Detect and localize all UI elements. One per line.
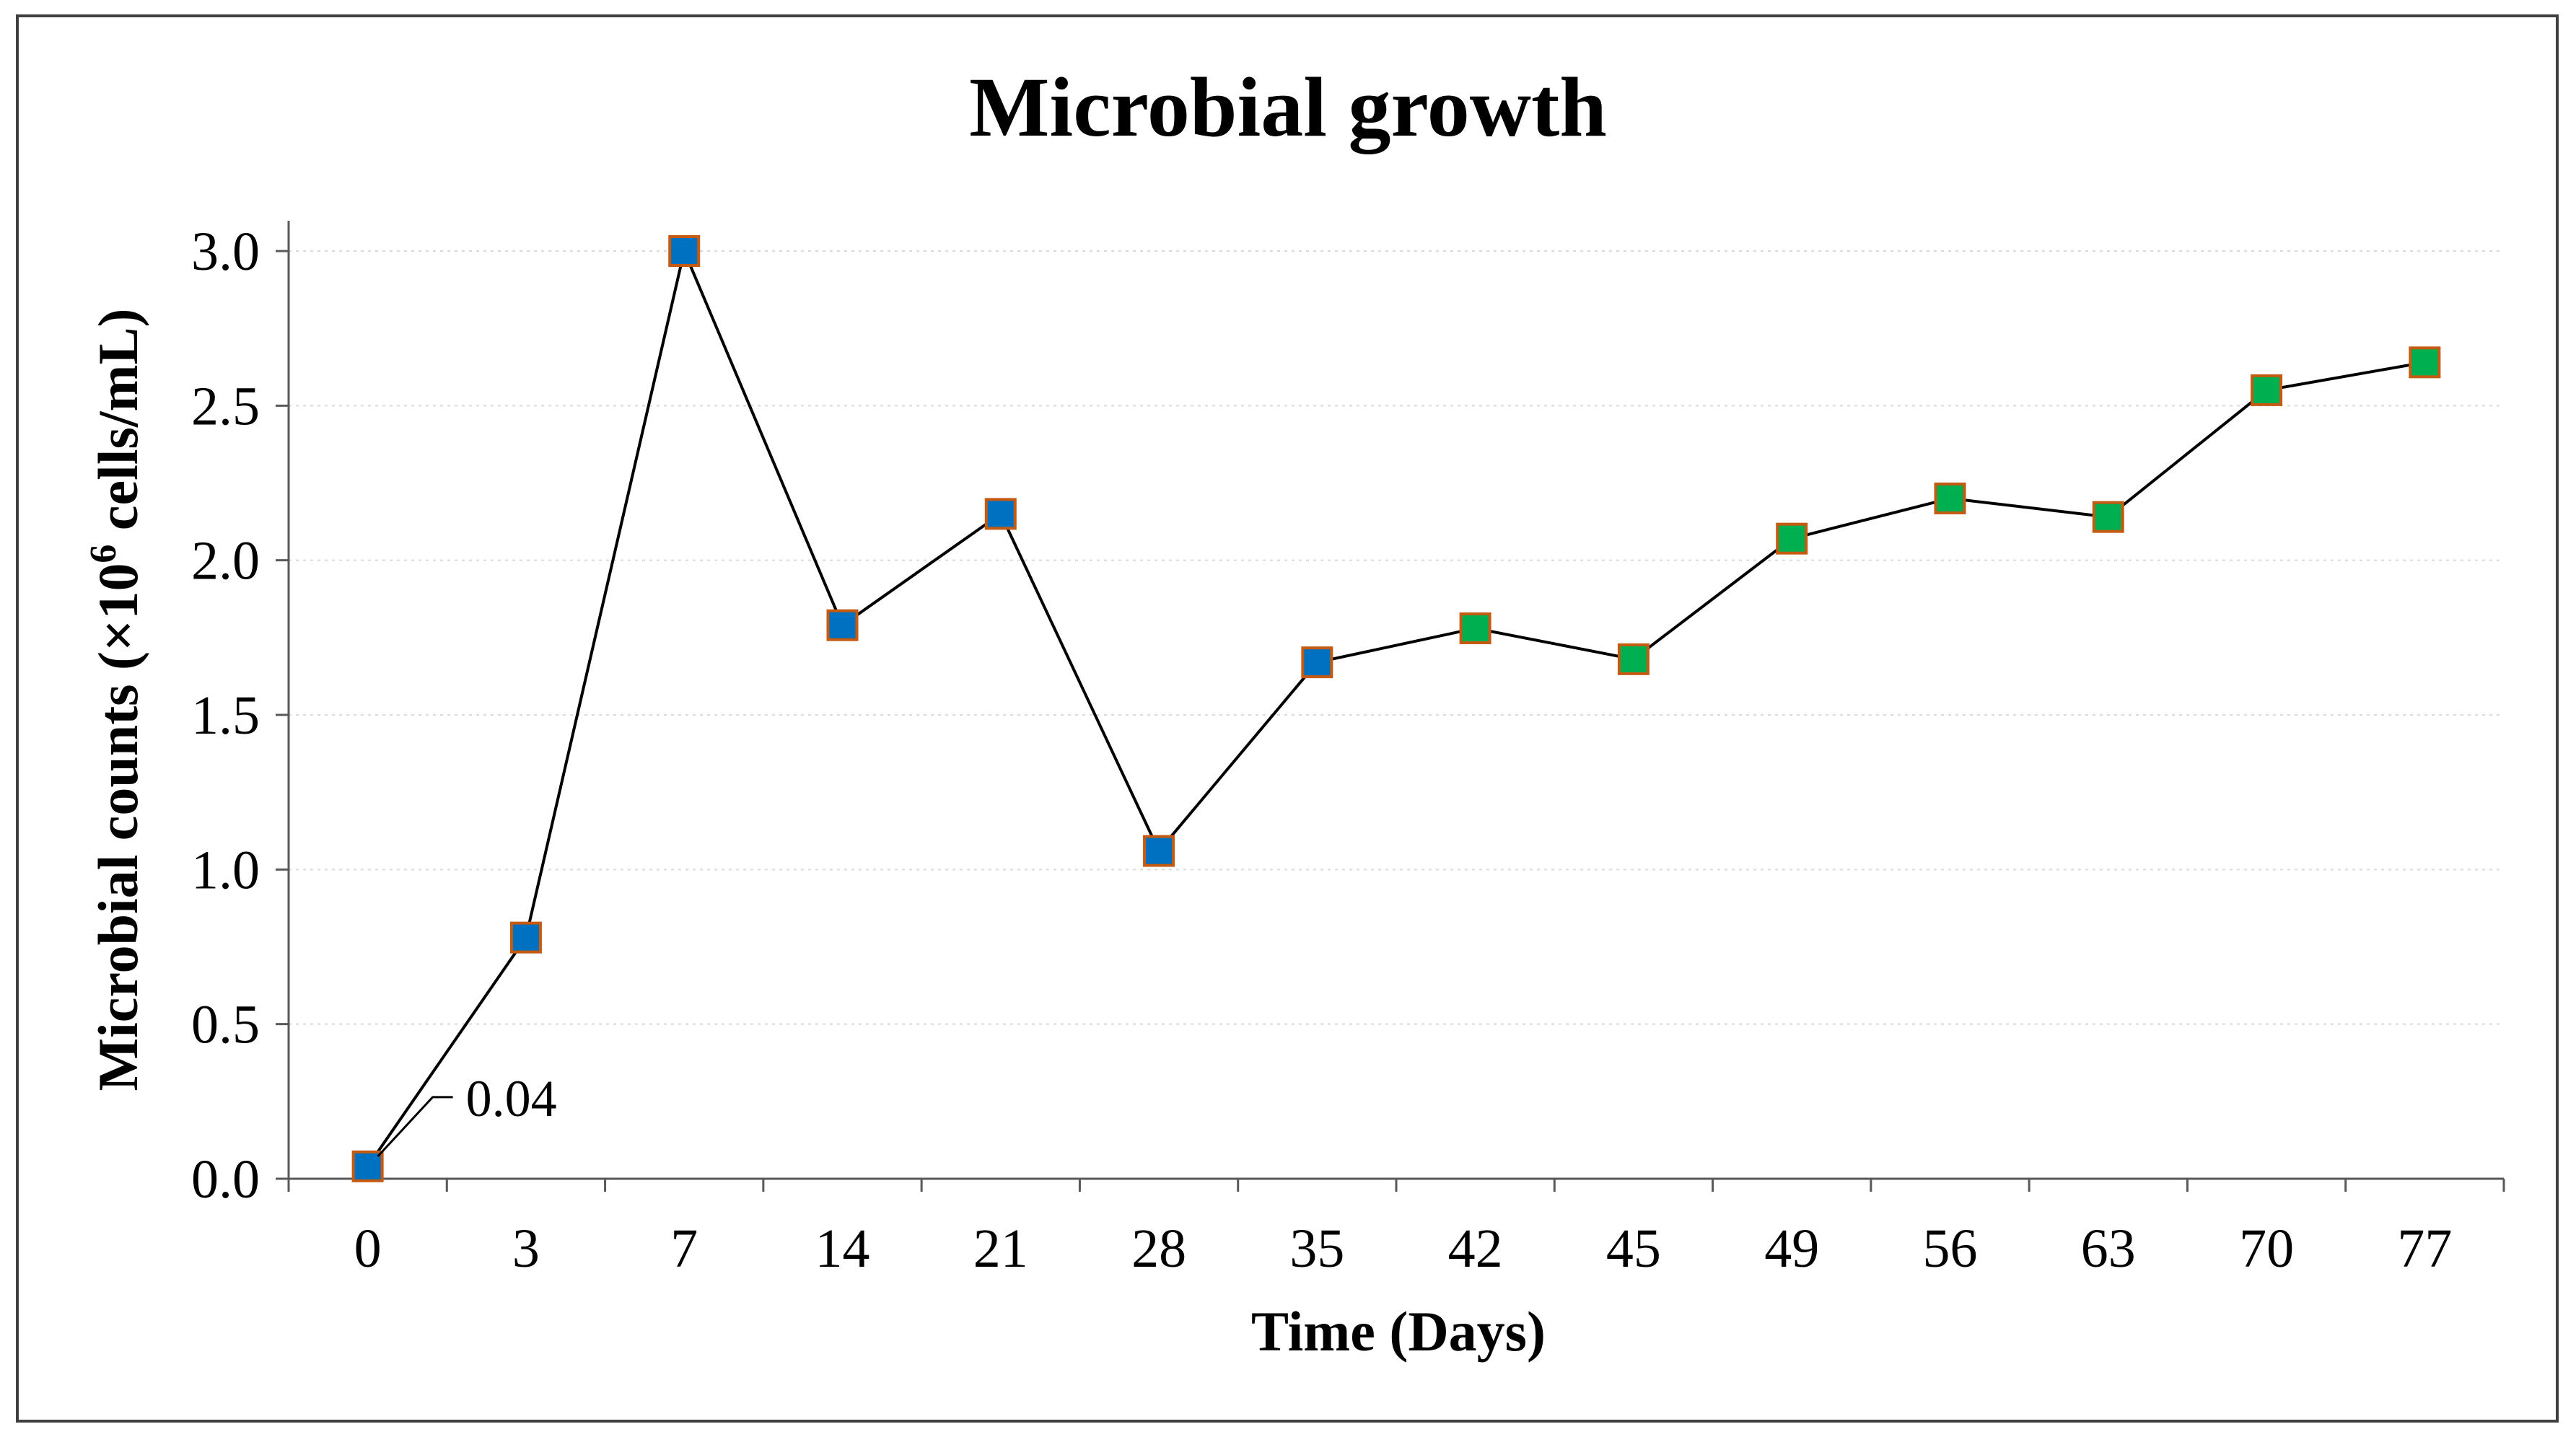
y-tick-label-3: 1.5 bbox=[191, 685, 260, 746]
data-point-day-49 bbox=[1776, 522, 1808, 555]
x-tick-label-0: 0 bbox=[354, 1218, 382, 1279]
data-point-day-14 bbox=[826, 609, 859, 641]
series-line bbox=[366, 246, 2425, 1168]
annotations: 0.04 bbox=[377, 1070, 557, 1157]
y-axis-title-exponent: 6 bbox=[83, 545, 124, 563]
x-tick-label-63: 63 bbox=[2081, 1218, 2136, 1279]
y-tick-label-6: 3.0 bbox=[191, 221, 260, 282]
chart-frame bbox=[16, 14, 2559, 1423]
x-tick-label-70: 70 bbox=[2239, 1218, 2294, 1279]
x-tick-label-35: 35 bbox=[1289, 1218, 1344, 1279]
y-axis-title-suffix: cells/mL) bbox=[87, 308, 149, 544]
y-tick-label-0: 0.0 bbox=[191, 1149, 260, 1210]
data-point-day-28 bbox=[1143, 835, 1175, 867]
y-axis-title: Microbial counts (×106 cells/mL) bbox=[83, 308, 149, 1091]
x-tick-label-28: 28 bbox=[1131, 1218, 1186, 1279]
data-point-day-0 bbox=[351, 1150, 384, 1182]
y-tick-label-2: 1.0 bbox=[191, 840, 260, 900]
y-tick-label-1: 0.5 bbox=[191, 995, 260, 1055]
data-point-day-77 bbox=[2409, 346, 2441, 379]
x-tick-label-77: 77 bbox=[2397, 1218, 2452, 1279]
x-tick-label-14: 14 bbox=[815, 1218, 870, 1279]
data-point-day-56 bbox=[1934, 482, 1966, 514]
y-tick-label-4: 2.0 bbox=[191, 531, 260, 592]
data-points bbox=[351, 235, 2441, 1182]
data-point-day-35 bbox=[1301, 646, 1333, 679]
x-tick-label-49: 49 bbox=[1764, 1218, 1819, 1279]
data-point-day-45 bbox=[1617, 643, 1650, 675]
y-tick-label-5: 2.5 bbox=[191, 376, 260, 436]
gridlines bbox=[289, 250, 2504, 1025]
data-point-day-42 bbox=[1459, 612, 1491, 644]
x-tick-labels: 0 3 7 14 21 28 35 42 45 49 56 63 70 77 bbox=[354, 1218, 2453, 1279]
x-tick-label-21: 21 bbox=[973, 1218, 1028, 1279]
data-label-day-0: 0.04 bbox=[466, 1070, 557, 1128]
chart-title: Microbial growth bbox=[969, 60, 1607, 154]
x-tick-label-7: 7 bbox=[670, 1218, 698, 1279]
x-axis-title: Time (Days) bbox=[1251, 1300, 1546, 1363]
annotation-leader-0 bbox=[377, 1096, 453, 1157]
data-point-day-70 bbox=[2251, 374, 2283, 406]
data-point-day-7 bbox=[668, 235, 701, 267]
x-tick-label-56: 56 bbox=[1923, 1218, 1978, 1279]
x-tick-label-42: 42 bbox=[1448, 1218, 1503, 1279]
series-line-0 bbox=[366, 246, 2425, 1168]
x-tick-label-45: 45 bbox=[1606, 1218, 1661, 1279]
data-point-day-63 bbox=[2092, 501, 2124, 533]
data-point-day-3 bbox=[509, 921, 542, 954]
axes bbox=[276, 221, 2505, 1192]
y-axis-title-prefix: Microbial counts (×10 bbox=[87, 563, 149, 1091]
y-tick-labels: 0.0 0.5 1.0 1.5 2.0 2.5 3.0 bbox=[191, 221, 260, 1210]
data-point-day-21 bbox=[984, 498, 1017, 530]
x-tick-label-3: 3 bbox=[512, 1218, 540, 1279]
